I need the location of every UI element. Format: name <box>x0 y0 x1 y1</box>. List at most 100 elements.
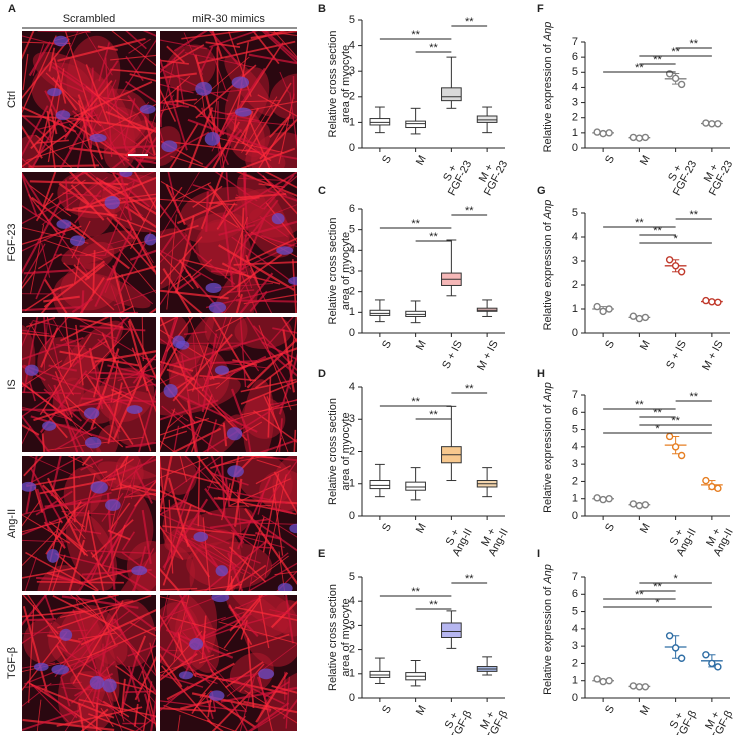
actin-fiber <box>42 172 57 207</box>
y-tick-label: 3 <box>349 65 355 77</box>
y-tick-label: 0 <box>349 510 355 522</box>
actin-fiber <box>160 525 184 561</box>
actin-fiber <box>112 318 126 348</box>
y-tick-label: 1 <box>572 303 578 315</box>
significance-label: ** <box>635 217 644 229</box>
data-point <box>605 495 613 503</box>
actin-fiber <box>227 552 244 591</box>
actin-fiber <box>149 642 156 677</box>
actin-fiber <box>218 244 295 291</box>
actin-fiber <box>48 364 77 372</box>
nucleus <box>104 195 120 210</box>
actin-fiber <box>22 329 50 335</box>
actin-fiber <box>95 177 156 215</box>
actin-fiber <box>43 317 47 345</box>
actin-fiber <box>273 471 297 515</box>
micrograph <box>160 317 297 452</box>
actin-fiber <box>216 84 245 140</box>
actin-fiber <box>110 285 122 313</box>
nucleus <box>24 364 39 376</box>
nucleus <box>51 664 70 675</box>
data-point <box>605 677 613 685</box>
data-point <box>671 644 680 652</box>
actin-fiber <box>270 399 297 406</box>
y-axis-label-gene: Anp <box>542 564 554 585</box>
actin-fiber <box>209 518 270 529</box>
y-axis-label: Relative expression ofAnp <box>542 200 554 331</box>
actin-fiber <box>279 71 289 93</box>
actin-fiber <box>191 537 261 564</box>
actin-fiber <box>160 269 185 306</box>
actin-fiber <box>22 125 43 159</box>
actin-fiber <box>41 433 46 452</box>
actin-fiber <box>247 638 255 709</box>
actin-fiber <box>194 106 225 136</box>
actin-fiber <box>166 45 186 64</box>
actin-fiber <box>22 629 88 635</box>
actin-fiber <box>87 550 151 554</box>
data-point <box>635 314 644 323</box>
actin-fiber <box>22 499 42 527</box>
nucleus <box>105 499 121 511</box>
actin-fiber <box>199 317 219 339</box>
actin-fiber <box>172 653 211 685</box>
significance-label: ** <box>653 581 662 593</box>
box <box>369 118 391 126</box>
nucleus <box>209 690 225 701</box>
actin-fiber <box>177 632 184 653</box>
y-axis-label-text: Relative expression of <box>542 221 554 330</box>
actin-fiber <box>160 595 169 633</box>
actin-fiber <box>261 31 297 64</box>
actin-fiber <box>160 652 183 688</box>
actin-fiber <box>135 635 147 659</box>
actin-fiber <box>259 118 297 160</box>
y-tick-label: 5 <box>572 605 578 617</box>
actin-fiber <box>160 456 167 532</box>
actin-fiber <box>264 172 297 189</box>
actin-fiber <box>109 456 129 535</box>
actin-fiber <box>44 278 68 313</box>
y-tick-label: 0 <box>572 142 578 154</box>
cell-body <box>103 131 136 168</box>
panel-label: B <box>318 3 326 15</box>
actin-fiber <box>200 46 214 73</box>
actin-fiber <box>163 704 237 731</box>
actin-fiber <box>209 185 256 244</box>
actin-fiber <box>28 41 52 77</box>
nucleus <box>89 675 105 690</box>
actin-fiber <box>160 236 203 285</box>
actin-fiber <box>213 117 222 168</box>
actin-fiber <box>121 551 156 579</box>
actin-fiber <box>160 587 198 591</box>
actin-fiber <box>170 155 208 168</box>
panel-label: H <box>537 368 545 380</box>
actin-fiber <box>201 317 233 392</box>
actin-fiber <box>22 35 62 47</box>
actin-fiber <box>65 179 69 211</box>
actin-fiber <box>226 643 297 697</box>
actin-fiber <box>160 654 215 674</box>
actin-fiber <box>246 433 252 452</box>
actin-fiber <box>293 429 297 452</box>
actin-fiber <box>224 477 231 508</box>
actin-fiber <box>22 293 59 295</box>
actin-fiber <box>115 468 123 489</box>
actin-fiber <box>109 464 118 491</box>
actin-fiber <box>253 410 297 443</box>
actin-fiber <box>238 456 273 459</box>
actin-fiber <box>228 604 253 646</box>
actin-fiber <box>22 360 63 388</box>
data-point <box>702 119 710 127</box>
actin-fiber <box>137 409 152 452</box>
actin-fiber <box>26 470 108 487</box>
actin-fiber <box>160 347 178 379</box>
actin-fiber <box>93 360 104 398</box>
actin-fiber <box>22 406 69 420</box>
actin-fiber <box>39 333 92 415</box>
y-tick-label: 7 <box>572 571 578 583</box>
actin-fiber <box>256 459 281 469</box>
nucleus <box>211 595 230 603</box>
actin-fiber <box>97 45 118 51</box>
y-tick-label: 1 <box>349 478 355 490</box>
actin-fiber <box>269 116 290 138</box>
